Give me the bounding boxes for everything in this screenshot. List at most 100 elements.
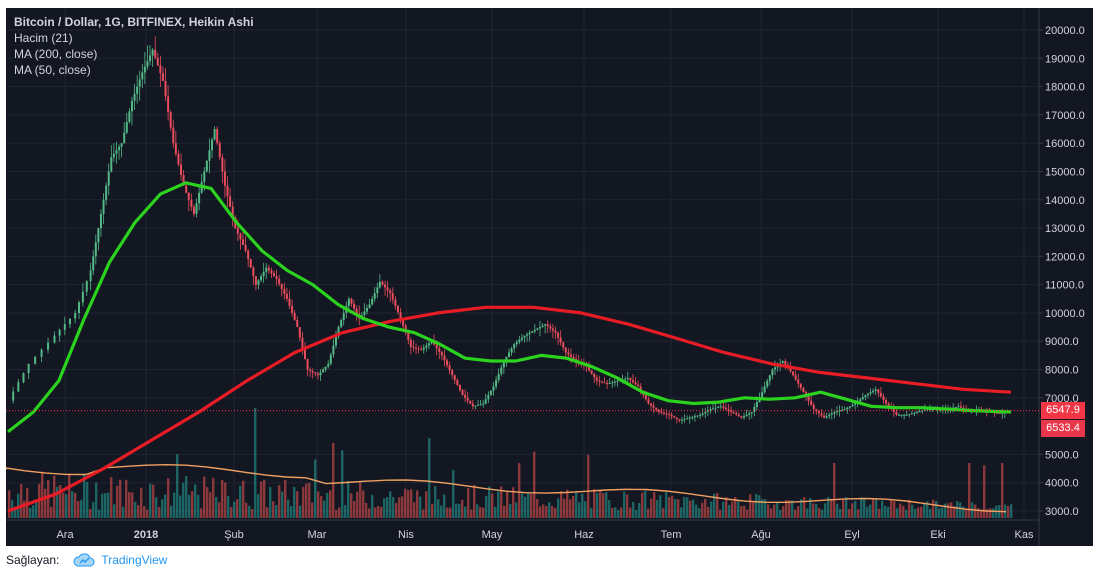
candle-body bbox=[781, 361, 784, 364]
candle-body bbox=[27, 363, 30, 374]
tradingview-link[interactable]: TradingView bbox=[73, 553, 167, 567]
candle-body bbox=[278, 278, 281, 284]
candle-body bbox=[378, 281, 381, 288]
candle-body bbox=[631, 380, 634, 383]
candle-body bbox=[97, 228, 100, 243]
volume-bar bbox=[314, 459, 317, 518]
candle-body bbox=[420, 349, 423, 351]
y-tick-label: 11000.0 bbox=[1045, 280, 1084, 292]
volume-bar bbox=[347, 480, 350, 518]
volume-bar bbox=[428, 438, 431, 518]
candle-body bbox=[469, 400, 472, 404]
candle-body bbox=[229, 196, 232, 207]
candle-body bbox=[887, 403, 890, 407]
volume-bar bbox=[74, 492, 77, 518]
volume-bar bbox=[422, 509, 425, 518]
candle-body bbox=[492, 386, 495, 391]
volume-bar bbox=[941, 507, 944, 518]
volume-bar bbox=[815, 503, 818, 518]
volume-bar bbox=[131, 492, 134, 518]
volume-bar bbox=[227, 496, 230, 518]
candle-body bbox=[670, 414, 673, 417]
volume-bar bbox=[680, 507, 683, 518]
candle-body bbox=[515, 341, 518, 345]
candle-body bbox=[120, 143, 123, 147]
y-tick-label: 16000.0 bbox=[1045, 138, 1085, 150]
candle-body bbox=[464, 394, 467, 398]
candle-body bbox=[89, 270, 92, 282]
candle-body bbox=[551, 328, 554, 331]
candle-body bbox=[712, 408, 715, 410]
volume-bar bbox=[611, 508, 614, 518]
x-tick-label: Ara bbox=[56, 529, 74, 541]
volume-bar bbox=[791, 500, 794, 518]
candle-body bbox=[489, 390, 492, 395]
candle-body bbox=[954, 407, 957, 409]
volume-bar bbox=[143, 506, 146, 518]
volume-bar bbox=[368, 508, 371, 518]
candle-body bbox=[606, 382, 609, 384]
x-tick-label: Ağu bbox=[751, 529, 771, 541]
volume-bar bbox=[257, 494, 260, 518]
volume-bar bbox=[695, 504, 698, 518]
volume-bar bbox=[947, 503, 950, 518]
candle-body bbox=[396, 305, 399, 313]
volume-bar bbox=[125, 479, 128, 518]
candle-body bbox=[298, 327, 301, 338]
candle-body bbox=[110, 157, 113, 172]
candle-body bbox=[505, 356, 508, 362]
candle-body bbox=[399, 312, 402, 319]
x-tick-label: Mar bbox=[308, 529, 327, 541]
volume-bar bbox=[62, 492, 65, 518]
volume-bar bbox=[398, 497, 401, 518]
volume-bar bbox=[488, 486, 491, 518]
candle-body bbox=[810, 400, 813, 405]
volume-bar bbox=[44, 488, 47, 518]
candle-body bbox=[479, 404, 482, 406]
volume-bar bbox=[188, 494, 191, 518]
volume-bar bbox=[641, 492, 644, 518]
volume-bar bbox=[473, 484, 476, 518]
volume-bar bbox=[665, 492, 668, 518]
candle-body bbox=[368, 304, 371, 308]
candle-body bbox=[750, 411, 753, 414]
volume-bar bbox=[152, 484, 155, 518]
candle-body bbox=[959, 406, 962, 408]
volume-bar bbox=[704, 498, 707, 518]
candle-body bbox=[340, 320, 343, 328]
candle-body bbox=[792, 371, 795, 376]
volume-bar bbox=[770, 508, 773, 518]
candle-body bbox=[559, 337, 562, 343]
candle-body bbox=[668, 414, 671, 416]
candle-body bbox=[409, 339, 412, 347]
volume-bar bbox=[14, 506, 17, 518]
y-tick-label: 14000.0 bbox=[1045, 195, 1085, 207]
candle-body bbox=[262, 271, 265, 277]
candle-body bbox=[280, 283, 283, 289]
volume-bar bbox=[482, 507, 485, 518]
volume-bar bbox=[500, 486, 503, 518]
candle-body bbox=[611, 382, 614, 384]
candle-body bbox=[386, 287, 389, 291]
candle-body bbox=[167, 96, 170, 113]
candle-body bbox=[482, 403, 485, 405]
volume-bar bbox=[284, 479, 287, 518]
volume-bar bbox=[149, 483, 152, 518]
volume-bar bbox=[194, 484, 197, 518]
candle-body bbox=[138, 79, 141, 87]
volume-bar bbox=[635, 509, 638, 518]
candle-body bbox=[717, 407, 720, 409]
volume-bar bbox=[980, 509, 983, 518]
candle-body bbox=[652, 405, 655, 408]
candle-body bbox=[693, 416, 696, 418]
volume-bar bbox=[53, 475, 56, 518]
volume-bar bbox=[908, 499, 911, 518]
candle-body bbox=[118, 146, 121, 151]
volume-bar bbox=[731, 501, 734, 518]
volume-bar bbox=[965, 508, 968, 518]
candle-body bbox=[231, 206, 234, 218]
candle-body bbox=[593, 373, 596, 378]
volume-bar bbox=[833, 463, 836, 518]
volume-bar bbox=[746, 509, 749, 518]
candle-body bbox=[203, 171, 206, 183]
